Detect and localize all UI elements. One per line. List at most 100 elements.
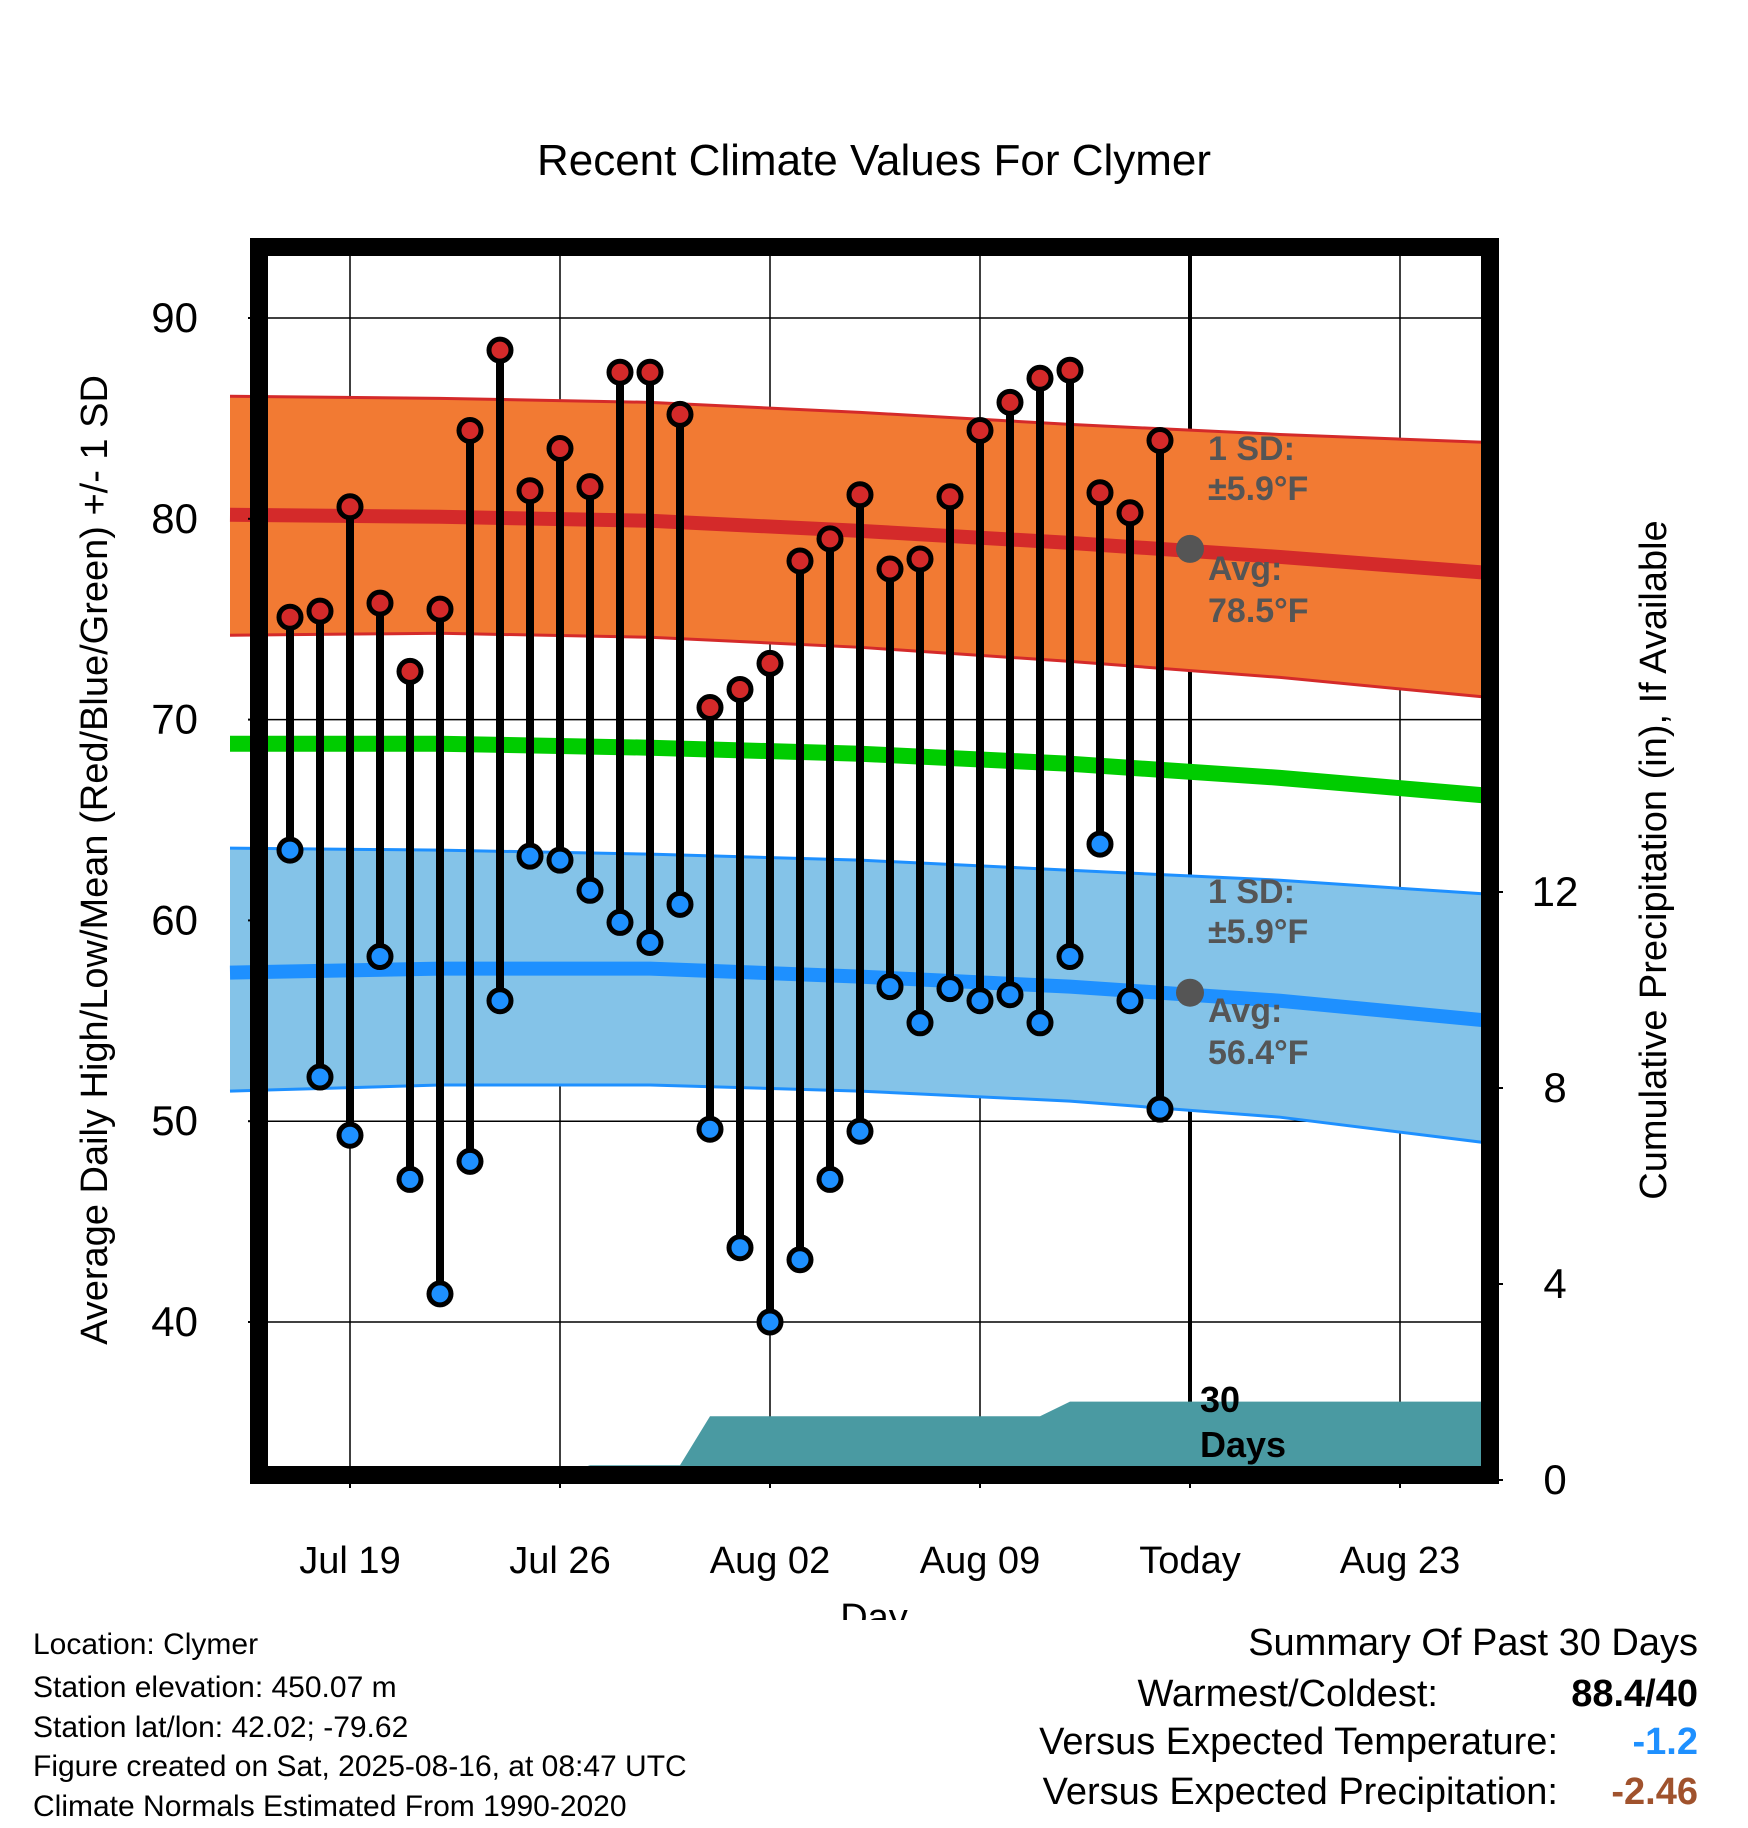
daily-high-point	[396, 657, 424, 685]
y2-tick-label: 4	[1543, 1260, 1566, 1307]
daily-low-point	[456, 1147, 484, 1175]
daily-high-point	[846, 481, 874, 509]
high-sd-value-annotation: ±5.9°F	[1208, 470, 1308, 508]
daily-high-point	[636, 358, 664, 386]
meta-created: Figure created on Sat, 2025-08-16, at 08…	[33, 1750, 687, 1783]
climate-chart: Recent Climate Values For Clymer 1 SD:±5…	[74, 136, 1675, 1620]
daily-high-point	[456, 416, 484, 444]
y2-tick-label: 8	[1543, 1064, 1566, 1111]
high-sd-upper-line	[229, 394, 1491, 444]
daily-low-point	[786, 1246, 814, 1274]
daily-high-point	[576, 473, 604, 501]
y-tick-label: 50	[151, 1097, 198, 1144]
days-annotation: 30	[1200, 1379, 1240, 1420]
daily-high-point	[966, 416, 994, 444]
low-avg-value-annotation: 56.4°F	[1208, 1034, 1309, 1072]
summary-warmest-value: 88.4/40	[1571, 1673, 1698, 1715]
daily-high-point	[786, 547, 814, 575]
daily-low-point	[1056, 943, 1084, 971]
daily-high-point	[1026, 364, 1054, 392]
daily-low-point	[546, 846, 574, 874]
meta-normals: Climate Normals Estimated From 1990-2020	[33, 1790, 627, 1823]
daily-low-point	[516, 842, 544, 870]
daily-low-point	[336, 1121, 364, 1149]
daily-high-point	[906, 545, 934, 573]
daily-low-point	[756, 1308, 784, 1336]
x-tick-label: Aug 02	[710, 1540, 830, 1582]
daily-low-point	[936, 975, 964, 1003]
daily-low-point	[606, 908, 634, 936]
meta-latlon: Station lat/lon: 42.02; -79.62	[33, 1711, 409, 1744]
daily-low-point	[876, 973, 904, 1001]
daily-low-point	[846, 1117, 874, 1145]
summary-precip-value: -2.46	[1611, 1771, 1698, 1813]
daily-high-point	[276, 603, 304, 631]
summary-precip-label: Versus Expected Precipitation:	[1042, 1771, 1558, 1813]
daily-low-point	[1146, 1095, 1174, 1123]
daily-high-point	[1146, 426, 1174, 454]
daily-high-point	[936, 483, 964, 511]
high-sd-annotation: 1 SD:	[1208, 430, 1295, 468]
summary-temp-value: -1.2	[1632, 1721, 1698, 1763]
daily-low-point	[426, 1280, 454, 1308]
daily-high-point	[666, 400, 694, 428]
y-tick-label: 40	[151, 1298, 198, 1345]
daily-high-point	[306, 597, 334, 625]
daily-low-point	[726, 1234, 754, 1262]
daily-high-point	[876, 555, 904, 583]
daily-low-point	[966, 987, 994, 1015]
daily-high-point	[1086, 479, 1114, 507]
daily-observations	[276, 336, 1174, 1336]
high-avg-value-annotation: 78.5°F	[1208, 592, 1309, 630]
y-tick-label: 80	[151, 495, 198, 542]
low-sd-value-annotation: ±5.9°F	[1208, 913, 1308, 951]
low-sd-annotation: 1 SD:	[1208, 873, 1295, 911]
daily-high-point	[696, 694, 724, 722]
daily-high-point	[726, 675, 754, 703]
precipitation-area	[230, 1401, 1490, 1480]
x-tick-label: Aug 09	[920, 1540, 1040, 1582]
y2-tick-label: 12	[1532, 868, 1579, 915]
daily-high-point	[486, 336, 514, 364]
y2-axis-label: Cumulative Precipitation (in), If Availa…	[1633, 520, 1675, 1199]
summary-title: Summary Of Past 30 Days	[1248, 1622, 1698, 1664]
x-tick-label: Jul 19	[299, 1540, 400, 1582]
daily-low-point	[366, 943, 394, 971]
daily-low-point	[1086, 830, 1114, 858]
x-tick-label: Today	[1139, 1540, 1240, 1582]
daily-low-point	[576, 876, 604, 904]
daily-high-point	[606, 358, 634, 386]
daily-low-point	[1026, 1009, 1054, 1037]
daily-high-point	[516, 477, 544, 505]
daily-high-point	[1116, 499, 1144, 527]
daily-low-point	[396, 1165, 424, 1193]
x-tick-label: Jul 26	[509, 1540, 610, 1582]
meta-location: Location: Clymer	[33, 1628, 259, 1661]
daily-low-point	[696, 1115, 724, 1143]
daily-high-point	[756, 649, 784, 677]
precipitation-fill	[230, 1401, 1490, 1480]
y2-tick-label: 0	[1543, 1456, 1566, 1503]
x-axis-label: Day	[840, 1597, 908, 1620]
daily-low-point	[906, 1009, 934, 1037]
x-tick-label: Aug 23	[1340, 1540, 1460, 1582]
today-avg-low-marker	[1176, 978, 1204, 1007]
y-tick-label: 90	[151, 294, 198, 341]
daily-high-point	[996, 388, 1024, 416]
summary-warmest-label: Warmest/Coldest:	[1137, 1673, 1438, 1715]
plot-frame	[250, 238, 1499, 1484]
daily-low-point	[486, 987, 514, 1015]
daily-low-point	[636, 928, 664, 956]
daily-low-point	[666, 890, 694, 918]
meta-elevation: Station elevation: 450.07 m	[33, 1671, 397, 1704]
low-avg-annotation: Avg:	[1208, 992, 1282, 1030]
daily-low-point	[996, 981, 1024, 1009]
daily-high-point	[1056, 356, 1084, 384]
daily-high-point	[336, 493, 364, 521]
y-tick-label: 70	[151, 696, 198, 743]
daily-high-point	[426, 595, 454, 623]
summary-temp-label: Versus Expected Temperature:	[1039, 1721, 1558, 1763]
daily-low-point	[816, 1165, 844, 1193]
days-unit-annotation: Days	[1200, 1424, 1286, 1465]
